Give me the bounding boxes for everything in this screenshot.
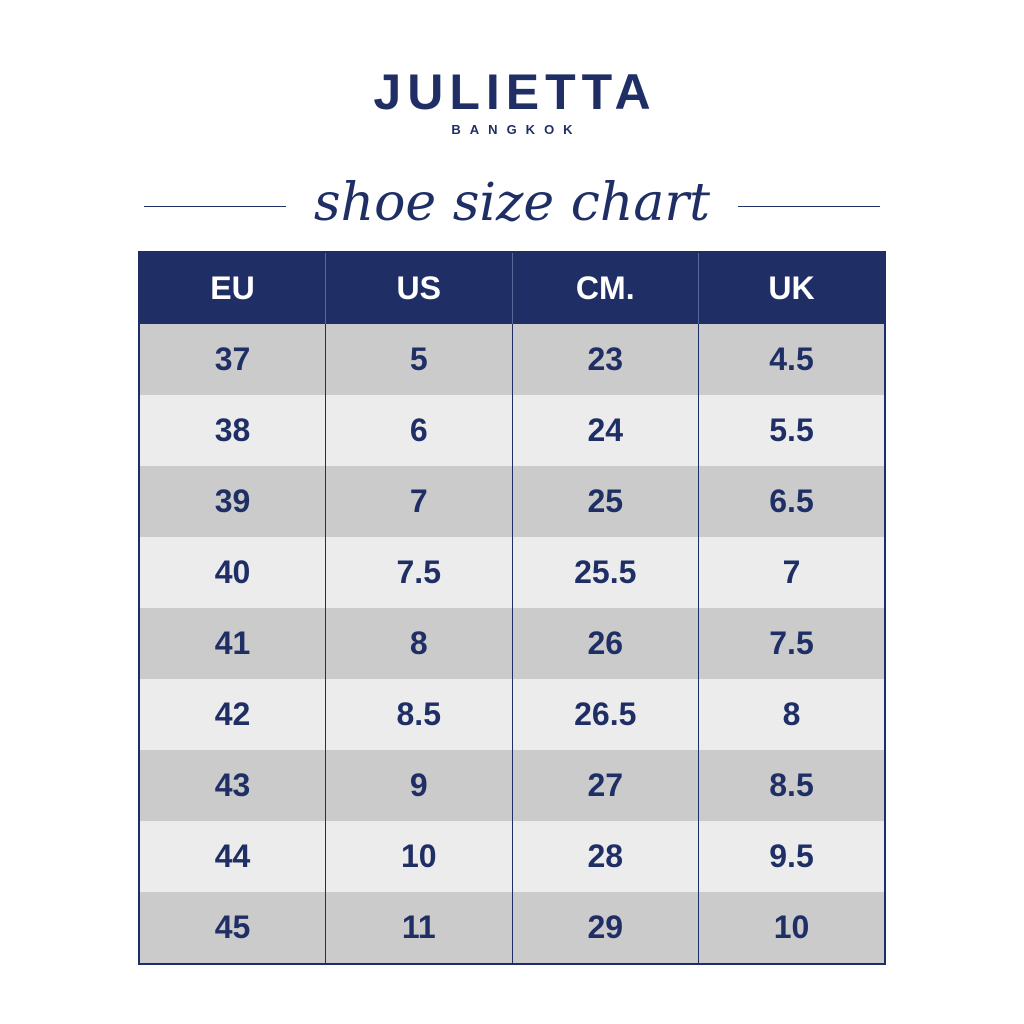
cell-uk: 5.5 xyxy=(698,395,885,466)
cell-eu: 45 xyxy=(139,892,326,964)
cell-us: 8.5 xyxy=(325,679,512,750)
cell-us: 10 xyxy=(325,821,512,892)
table-row: 37 5 23 4.5 xyxy=(139,324,885,395)
title-row: shoe size chart xyxy=(144,168,880,244)
cell-us: 6 xyxy=(325,395,512,466)
cell-cm: 27 xyxy=(511,750,699,821)
cell-uk: 9.5 xyxy=(698,821,885,892)
table-row: 40 7.5 25.5 7 xyxy=(139,537,885,608)
cell-eu: 41 xyxy=(139,608,326,679)
cell-us: 9 xyxy=(325,750,512,821)
cell-cm: 25 xyxy=(511,466,699,537)
cell-uk: 8 xyxy=(698,679,885,750)
cell-cm: 25.5 xyxy=(511,537,699,608)
brand-name: JULIETTA xyxy=(373,64,657,120)
page-title: shoe size chart xyxy=(313,173,711,233)
column-header-cm: CM. xyxy=(511,252,699,324)
cell-uk: 6.5 xyxy=(698,466,885,537)
cell-eu: 37 xyxy=(139,324,326,395)
brand-subtitle: BANGKOK xyxy=(451,122,582,137)
table-header-row: EU US CM. UK xyxy=(139,252,885,324)
cell-us: 8 xyxy=(325,608,512,679)
title-divider-right xyxy=(738,206,880,207)
cell-eu: 38 xyxy=(139,395,326,466)
cell-us: 5 xyxy=(325,324,512,395)
cell-cm: 24 xyxy=(511,395,699,466)
brand-logo: JULIETTA BANGKOK xyxy=(0,64,1024,138)
cell-uk: 10 xyxy=(698,892,885,964)
table-row: 39 7 25 6.5 xyxy=(139,466,885,537)
column-header-us: US xyxy=(325,252,512,324)
table-row: 38 6 24 5.5 xyxy=(139,395,885,466)
cell-uk: 7.5 xyxy=(698,608,885,679)
table-row: 45 11 29 10 xyxy=(139,892,885,964)
title-divider-left xyxy=(144,206,286,207)
cell-us: 11 xyxy=(325,892,512,964)
column-header-eu: EU xyxy=(139,252,326,324)
cell-eu: 44 xyxy=(139,821,326,892)
cell-uk: 7 xyxy=(698,537,885,608)
table-row: 41 8 26 7.5 xyxy=(139,608,885,679)
cell-cm: 26 xyxy=(511,608,699,679)
table-row: 43 9 27 8.5 xyxy=(139,750,885,821)
cell-us: 7.5 xyxy=(325,537,512,608)
cell-eu: 39 xyxy=(139,466,326,537)
column-header-uk: UK xyxy=(698,252,885,324)
cell-eu: 42 xyxy=(139,679,326,750)
cell-us: 7 xyxy=(325,466,512,537)
size-table: EU US CM. UK 37 5 23 4.5 38 6 24 5.5 39 … xyxy=(138,251,886,965)
cell-uk: 4.5 xyxy=(698,324,885,395)
cell-eu: 40 xyxy=(139,537,326,608)
cell-cm: 29 xyxy=(511,892,699,964)
cell-cm: 26.5 xyxy=(511,679,699,750)
cell-uk: 8.5 xyxy=(698,750,885,821)
table-row: 42 8.5 26.5 8 xyxy=(139,679,885,750)
cell-cm: 23 xyxy=(511,324,699,395)
cell-cm: 28 xyxy=(511,821,699,892)
table-row: 44 10 28 9.5 xyxy=(139,821,885,892)
cell-eu: 43 xyxy=(139,750,326,821)
